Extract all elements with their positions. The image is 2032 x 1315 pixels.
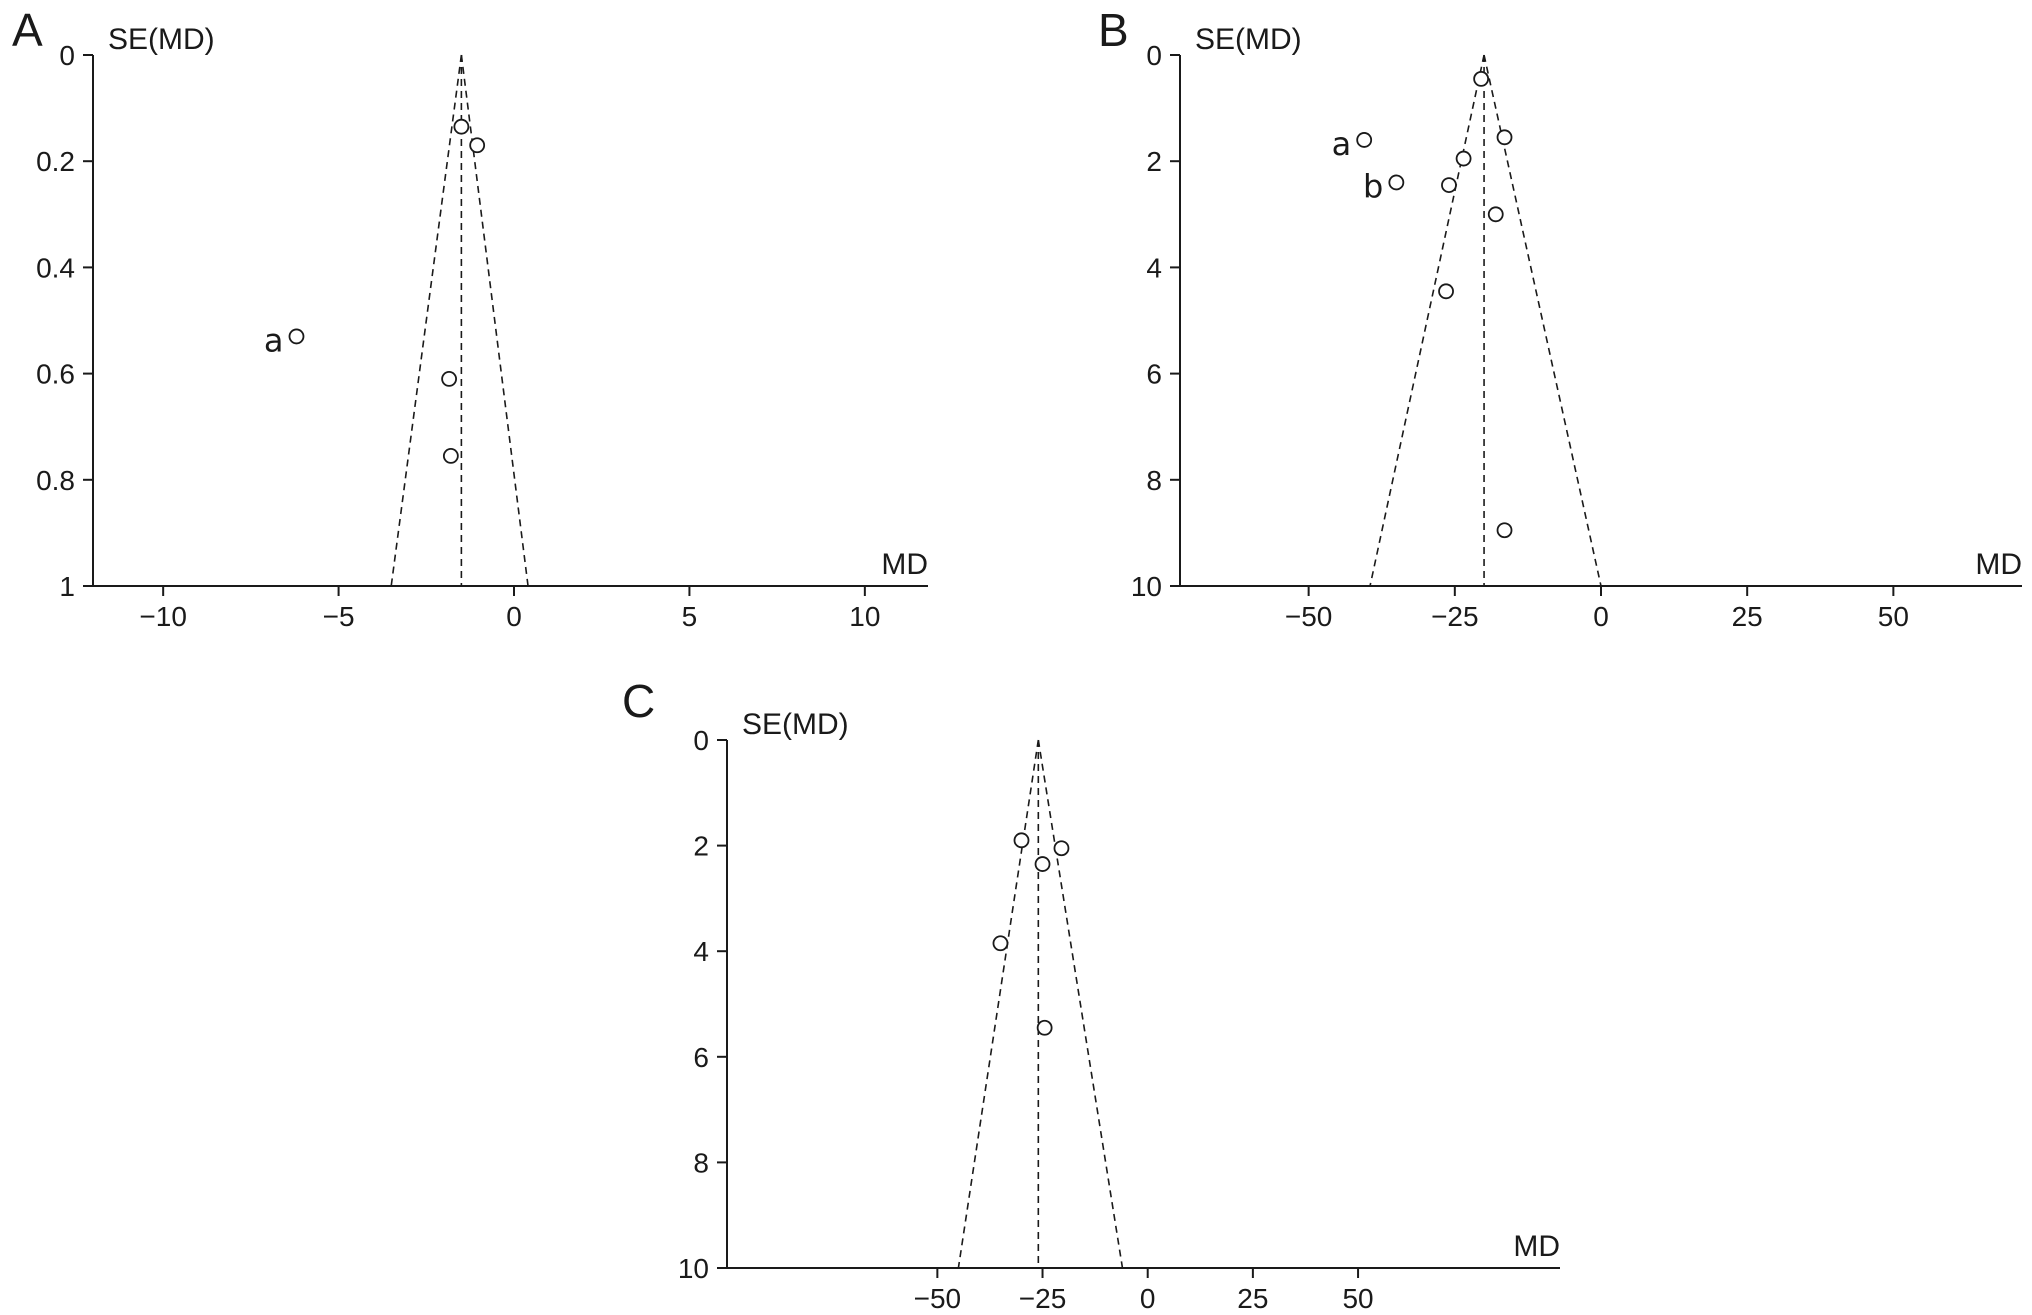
x-axis-title: MD xyxy=(1513,1230,1560,1263)
study-point xyxy=(992,935,1009,952)
study-point xyxy=(1455,150,1472,167)
study-point xyxy=(1034,856,1051,872)
x-tick-label: −25 xyxy=(1019,1283,1067,1314)
x-tick-label: −50 xyxy=(914,1283,962,1314)
y-tick-label: 4 xyxy=(1146,252,1162,283)
study-point xyxy=(1473,70,1490,87)
y-tick-label: 6 xyxy=(1146,359,1162,390)
y-axis-title: SE(MD) xyxy=(742,708,849,741)
study-point xyxy=(442,448,459,464)
outlier-label: b xyxy=(1363,167,1383,205)
y-tick-label: 4 xyxy=(693,936,709,967)
study-point xyxy=(1438,283,1454,300)
x-tick-label: 0 xyxy=(506,601,522,632)
y-tick-label: 0.6 xyxy=(36,359,75,390)
study-point xyxy=(1441,177,1457,193)
study-point xyxy=(1013,832,1030,849)
outlier-label: a xyxy=(1332,125,1352,163)
x-tick-label: −10 xyxy=(139,601,187,632)
study-point xyxy=(453,118,470,135)
x-tick-label: 0 xyxy=(1140,1283,1156,1314)
x-tick-label: 50 xyxy=(1342,1283,1373,1314)
x-tick-label: 25 xyxy=(1237,1283,1268,1314)
y-axis-title: SE(MD) xyxy=(108,23,215,56)
study-point xyxy=(441,371,458,387)
funnel-right-limit xyxy=(1037,739,1124,1269)
y-tick-label: 2 xyxy=(693,831,709,862)
panel-letter: A xyxy=(12,4,43,56)
panel-letter: B xyxy=(1098,4,1129,56)
study-point xyxy=(1487,206,1504,223)
funnel-left-limit xyxy=(390,54,463,587)
outlier-label: a xyxy=(264,321,284,359)
x-axis-title: MD xyxy=(1975,548,2022,581)
y-tick-label: 0 xyxy=(1146,40,1162,71)
x-tick-label: 0 xyxy=(1593,601,1609,632)
x-tick-label: 50 xyxy=(1878,601,1909,632)
study-point xyxy=(469,137,486,154)
y-tick-label: 6 xyxy=(693,1042,709,1073)
y-tick-label: 10 xyxy=(1131,571,1162,602)
funnel-right-limit xyxy=(460,54,529,587)
x-tick-label: 10 xyxy=(849,601,880,632)
study-point xyxy=(1496,129,1513,146)
y-axis-title: SE(MD) xyxy=(1195,23,1302,56)
funnel-left-limit xyxy=(957,739,1040,1269)
y-tick-label: 0.2 xyxy=(36,146,75,177)
y-tick-label: 0 xyxy=(59,40,75,71)
study-point xyxy=(288,328,305,345)
study-point xyxy=(1388,174,1405,191)
y-tick-label: 8 xyxy=(1146,465,1162,496)
x-tick-label: 25 xyxy=(1732,601,1763,632)
y-tick-label: 1 xyxy=(59,571,75,602)
x-axis-title: MD xyxy=(881,548,928,581)
panel-letter: C xyxy=(622,675,655,727)
study-point xyxy=(1036,1019,1053,1036)
y-tick-label: 8 xyxy=(693,1147,709,1178)
funnel-plot-c: C 0 2 4 6 8 10 −50 −25 0 25 50 SE(MD) MD xyxy=(622,675,1560,1314)
y-tick-label: 2 xyxy=(1146,146,1162,177)
study-point xyxy=(1496,522,1513,539)
y-tick-label: 10 xyxy=(678,1253,709,1284)
y-tick-label: 0.4 xyxy=(36,252,75,283)
y-tick-label: 0 xyxy=(693,725,709,756)
x-tick-label: 5 xyxy=(682,601,698,632)
y-tick-label: 0.8 xyxy=(36,465,75,496)
x-tick-label: −50 xyxy=(1285,601,1333,632)
funnel-left-limit xyxy=(1369,54,1485,587)
x-tick-label: −25 xyxy=(1431,601,1479,632)
study-point xyxy=(1053,840,1070,857)
study-point xyxy=(1356,132,1373,148)
x-tick-label: −5 xyxy=(323,601,355,632)
